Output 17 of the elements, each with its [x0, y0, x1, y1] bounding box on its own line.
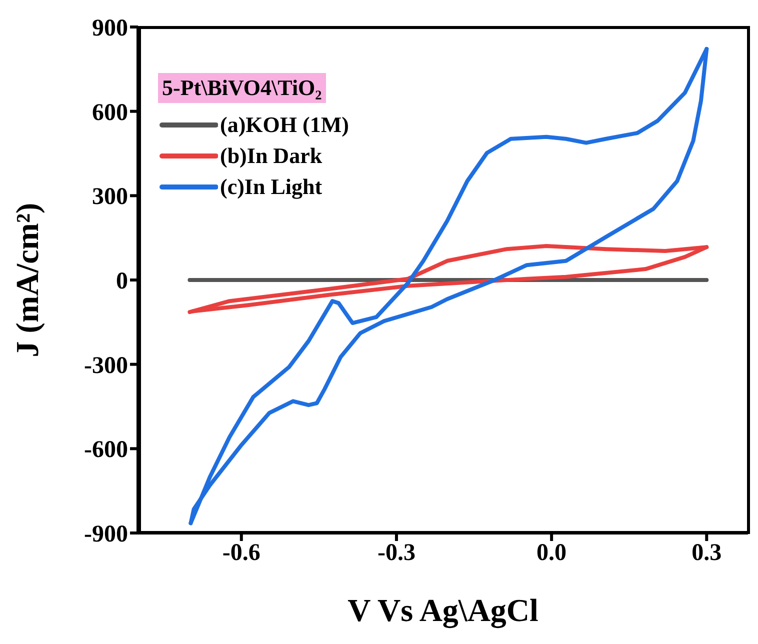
- y-tick-label: -900: [84, 522, 128, 548]
- y-tick-label: 600: [92, 100, 128, 126]
- y-axis-title: J (mA/cm²): [9, 202, 45, 358]
- y-tick-label: -300: [84, 352, 128, 379]
- y-tick-label: -600: [84, 437, 128, 464]
- x-tick-label: -0.3: [377, 540, 416, 566]
- x-tick-label: -0.6: [222, 540, 260, 566]
- x-axis-title: V Vs Ag\AgCl: [348, 592, 539, 629]
- legend-label: (b)In Dark: [220, 142, 322, 170]
- x-tick-label: 0.3: [692, 540, 722, 566]
- legend-title: 5-Pt\BiVO4\TiO₂: [158, 73, 326, 103]
- y-tick-label: 0: [116, 268, 128, 295]
- y-tick-label: 300: [92, 184, 128, 210]
- x-tick-label: 0.0: [536, 540, 567, 566]
- legend-label: (c)In Light: [220, 173, 322, 201]
- y-tick-label: 900: [92, 16, 128, 42]
- legend-label: (a)KOH (1M): [220, 111, 349, 139]
